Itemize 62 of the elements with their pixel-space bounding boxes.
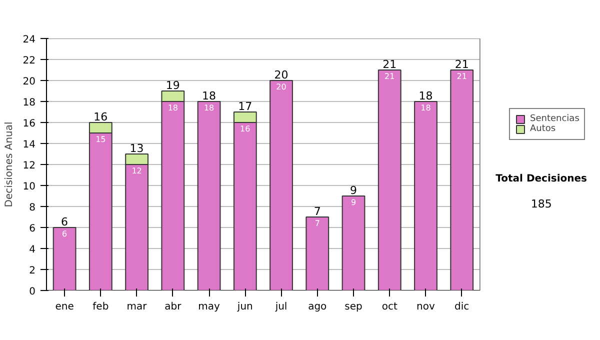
data-label: 12 [132, 166, 142, 176]
data-label: 9 [350, 198, 356, 207]
x-tick-label: sep [344, 302, 362, 312]
x-tick-label: may [198, 302, 220, 312]
bar [378, 70, 402, 290]
total-label: 21 [454, 58, 469, 71]
data-label: 20 [276, 82, 286, 92]
text: 185 [530, 197, 552, 210]
y-tick-label: 6 [29, 224, 36, 234]
total-label: 21 [382, 58, 397, 71]
bar [414, 101, 438, 290]
text: Total Decisiones [496, 174, 588, 185]
y-tick-label: 18 [22, 98, 36, 108]
total-label: 19 [166, 79, 180, 92]
total-label: 16 [94, 110, 108, 124]
total-label: 13 [130, 142, 144, 155]
legend-label: Autos [530, 124, 556, 134]
y-tick-label: 10 [22, 182, 36, 192]
x-tick-label: ene [55, 302, 74, 312]
y-tick-label: 14 [22, 140, 36, 150]
bar [306, 216, 330, 290]
x-tick-label: mar [126, 302, 148, 312]
total-label: 18 [418, 90, 433, 102]
y-tick-label: 24 [22, 34, 36, 46]
data-label: 6 [62, 230, 68, 238]
x-tick-label: oct [382, 302, 398, 312]
data-label: 16 [240, 124, 250, 134]
x-tick-label: jul [274, 302, 288, 312]
y-tick-label: 12 [22, 160, 36, 172]
data-label: 21 [456, 72, 467, 81]
x-tick-label: jun [236, 302, 253, 312]
bar [197, 101, 221, 290]
legend-label: Sentencias [530, 114, 580, 124]
y-tick-label: 22 [22, 56, 36, 66]
y-tick-label: 20 [22, 76, 36, 88]
x-tick-label: ago [308, 302, 327, 312]
data-label: 21 [384, 72, 395, 81]
x-tick-label: feb [92, 302, 109, 312]
data-label: 15 [96, 135, 106, 144]
y-tick-label: 16 [22, 118, 36, 130]
bar [450, 70, 474, 290]
bar [342, 196, 366, 290]
total-label: 6 [61, 216, 68, 228]
total-label: 18 [202, 90, 216, 102]
y-tick-label: 0 [29, 286, 36, 298]
y-tick-label: 4 [29, 244, 36, 256]
y-axis-title: Decisiones Anual [4, 122, 15, 208]
data-label: 18 [204, 104, 214, 112]
x-tick-label: dic [454, 302, 470, 312]
data-label: 18 [168, 104, 178, 112]
data-label: 7 [314, 219, 320, 228]
x-tick-label: abr [164, 302, 182, 312]
y-tick-label: 8 [29, 202, 36, 214]
total-label: 7 [314, 205, 321, 218]
total-label: 20 [274, 68, 288, 82]
total-label: 9 [350, 184, 358, 197]
x-tick-label: nov [416, 302, 436, 312]
data-label: 18 [420, 104, 431, 112]
y-tick-label: 2 [29, 266, 36, 276]
bar [52, 227, 76, 290]
total-label: 17 [238, 100, 252, 113]
bar [270, 80, 293, 290]
